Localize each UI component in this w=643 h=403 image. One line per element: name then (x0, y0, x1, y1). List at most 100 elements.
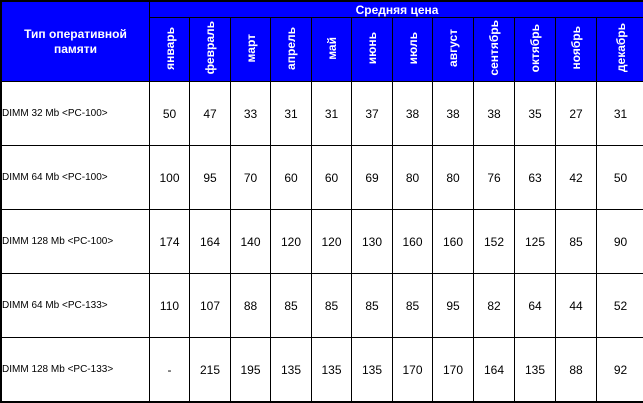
month-label: октябрь (528, 23, 542, 73)
price-cell: 85 (393, 274, 433, 338)
price-cell: 215 (190, 338, 231, 402)
memory-type-header: Тип оперативной памяти (2, 2, 150, 82)
month-header: декабрь (597, 18, 643, 82)
average-price-header: Средняя цена (150, 2, 643, 18)
price-cell: 170 (393, 338, 433, 402)
price-cell: 125 (515, 210, 556, 274)
month-header: сентябрь (474, 18, 515, 82)
table-body: DIMM 32 Mb <PC-100> 50 47 33 31 31 37 38 38 38 35 2… (2, 82, 643, 402)
price-cell: 135 (312, 338, 352, 402)
table-header: Тип оперативной памяти Средняя цена янва… (2, 2, 643, 82)
price-cell: 33 (231, 82, 271, 146)
price-cell: 60 (312, 146, 352, 210)
price-cell: 100 (150, 146, 190, 210)
month-header: март (231, 18, 271, 82)
price-cell: 80 (393, 146, 433, 210)
memory-type-cell: DIMM 32 Mb <PC-100> (2, 82, 150, 146)
price-cell: 160 (433, 210, 474, 274)
price-cell: 50 (597, 146, 643, 210)
price-cell: 120 (271, 210, 312, 274)
month-label: июль (405, 31, 420, 65)
price-cell: 82 (474, 274, 515, 338)
price-cell: 31 (312, 82, 352, 146)
price-cell: 31 (597, 82, 643, 146)
month-label: август (446, 29, 460, 67)
price-cell: 95 (433, 274, 474, 338)
month-label: январь (162, 26, 177, 70)
price-cell: 52 (597, 274, 643, 338)
price-cell: 85 (312, 274, 352, 338)
price-cell: 38 (393, 82, 433, 146)
price-cell: 135 (271, 338, 312, 402)
month-label: апрель (284, 26, 298, 70)
price-cell: 70 (231, 146, 271, 210)
price-cell: 90 (597, 210, 643, 274)
memory-type-cell: DIMM 128 Mb <PC-133> (2, 338, 150, 402)
price-cell: 35 (515, 82, 556, 146)
month-header: октябрь (515, 18, 556, 82)
month-label: февраль (203, 21, 217, 75)
price-cell: 60 (271, 146, 312, 210)
price-cell: 95 (190, 146, 231, 210)
price-cell: 135 (515, 338, 556, 402)
month-header: август (433, 18, 474, 82)
price-cell: 31 (271, 82, 312, 146)
table-row: DIMM 64 Mb <PC-133> 110 107 88 85 85 85 85 95 82 6… (2, 274, 643, 338)
month-header: июль (393, 18, 433, 82)
month-header: январь (150, 18, 190, 82)
price-cell: 152 (474, 210, 515, 274)
price-cell: 170 (433, 338, 474, 402)
price-cell: 69 (352, 146, 393, 210)
price-cell: 92 (597, 338, 643, 402)
price-cell: 44 (556, 274, 597, 338)
price-cell: 42 (556, 146, 597, 210)
price-cell: 76 (474, 146, 515, 210)
price-cell: 47 (190, 82, 231, 146)
price-cell: 37 (352, 82, 393, 146)
price-cell: 85 (271, 274, 312, 338)
month-label: декабрь (613, 23, 628, 73)
price-cell: 110 (150, 274, 190, 338)
price-cell: 88 (556, 338, 597, 402)
price-cell: 38 (474, 82, 515, 146)
month-header: июнь (352, 18, 393, 82)
month-header: апрель (271, 18, 312, 82)
table-row: DIMM 64 Mb <PC-100> 100 95 70 60 60 69 80 80 76 63… (2, 146, 643, 210)
price-cell: 164 (474, 338, 515, 402)
price-cell: 174 (150, 210, 190, 274)
price-cell: 85 (352, 274, 393, 338)
price-cell: 107 (190, 274, 231, 338)
price-cell: 160 (393, 210, 433, 274)
price-cell: 85 (556, 210, 597, 274)
price-cell: - (150, 338, 190, 402)
month-label: июнь (365, 31, 379, 65)
price-cell: 195 (231, 338, 271, 402)
table-row: DIMM 32 Mb <PC-100> 50 47 33 31 31 37 38 38 38 35 2… (2, 82, 643, 146)
month-header: май (312, 18, 352, 82)
price-cell: 63 (515, 146, 556, 210)
price-cell: 140 (231, 210, 271, 274)
memory-type-cell: DIMM 128 Mb <PC-100> (2, 210, 150, 274)
price-cell: 64 (515, 274, 556, 338)
month-label: май (324, 36, 339, 60)
price-cell: 50 (150, 82, 190, 146)
month-header: февраль (190, 18, 231, 82)
memory-type-cell: DIMM 64 Mb <PC-133> (2, 274, 150, 338)
month-label: март (243, 33, 258, 63)
price-cell: 135 (352, 338, 393, 402)
table-row: DIMM 128 Mb <PC-100> 174 164 140 120 120 130 16… (2, 210, 643, 274)
price-cell: 38 (433, 82, 474, 146)
price-cell: 130 (352, 210, 393, 274)
month-header-row: январь февраль март апрель май июнь июль август… (2, 18, 643, 82)
price-cell: 27 (556, 82, 597, 146)
price-cell: 120 (312, 210, 352, 274)
price-cell: 80 (433, 146, 474, 210)
price-cell: 164 (190, 210, 231, 274)
month-label: ноябрь (569, 26, 583, 70)
memory-type-cell: DIMM 64 Mb <PC-100> (2, 146, 150, 210)
month-header: ноябрь (556, 18, 597, 82)
table-row: DIMM 128 Mb <PC-133> -215 195 135 135 135 170 1… (2, 338, 643, 402)
price-cell: 88 (231, 274, 271, 338)
month-label: сентябрь (487, 20, 501, 76)
